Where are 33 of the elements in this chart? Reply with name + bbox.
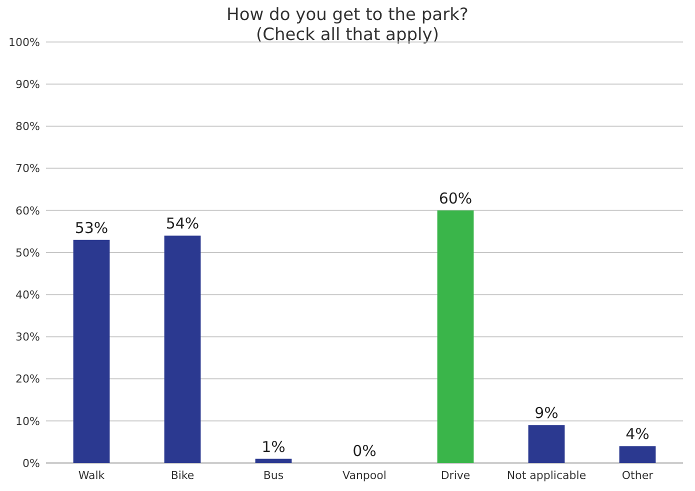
x-tick-label: Bus: [263, 469, 284, 482]
data-label: 53%: [74, 218, 108, 237]
x-tick-label: Walk: [78, 469, 106, 482]
bar: [255, 458, 292, 463]
y-tick-label: 100%: [8, 36, 40, 49]
y-tick-label: 0%: [22, 456, 40, 470]
chart-subtitle: (Check all that apply): [256, 25, 439, 45]
bar: [164, 236, 201, 463]
y-tick-label: 20%: [16, 372, 40, 386]
x-tick-label: Bike: [170, 469, 194, 482]
data-label: 9%: [534, 404, 558, 422]
y-tick-label: 30%: [16, 330, 40, 344]
y-tick-label: 60%: [16, 204, 40, 218]
data-label: 4%: [626, 425, 650, 444]
chart-title: How do you get to the park?: [226, 5, 468, 25]
data-label: 60%: [438, 189, 472, 208]
bar: [73, 240, 110, 463]
bar: [619, 446, 656, 463]
y-tick-label: 40%: [16, 288, 40, 302]
data-label: 1%: [262, 438, 286, 456]
data-label: 54%: [166, 214, 200, 233]
x-tick-label: Vanpool: [342, 469, 386, 482]
x-tick-label: Other: [622, 469, 654, 482]
x-tick-label: Not applicable: [506, 469, 586, 482]
y-tick-label: 90%: [16, 78, 40, 91]
bar: [528, 425, 565, 463]
y-tick-label: 80%: [16, 120, 40, 134]
x-tick-label: Drive: [440, 469, 470, 482]
data-label: 0%: [352, 442, 376, 460]
bar: [437, 210, 474, 463]
y-tick-label: 70%: [16, 162, 40, 176]
y-tick-label: 50%: [16, 246, 40, 260]
y-tick-label: 10%: [16, 414, 40, 428]
